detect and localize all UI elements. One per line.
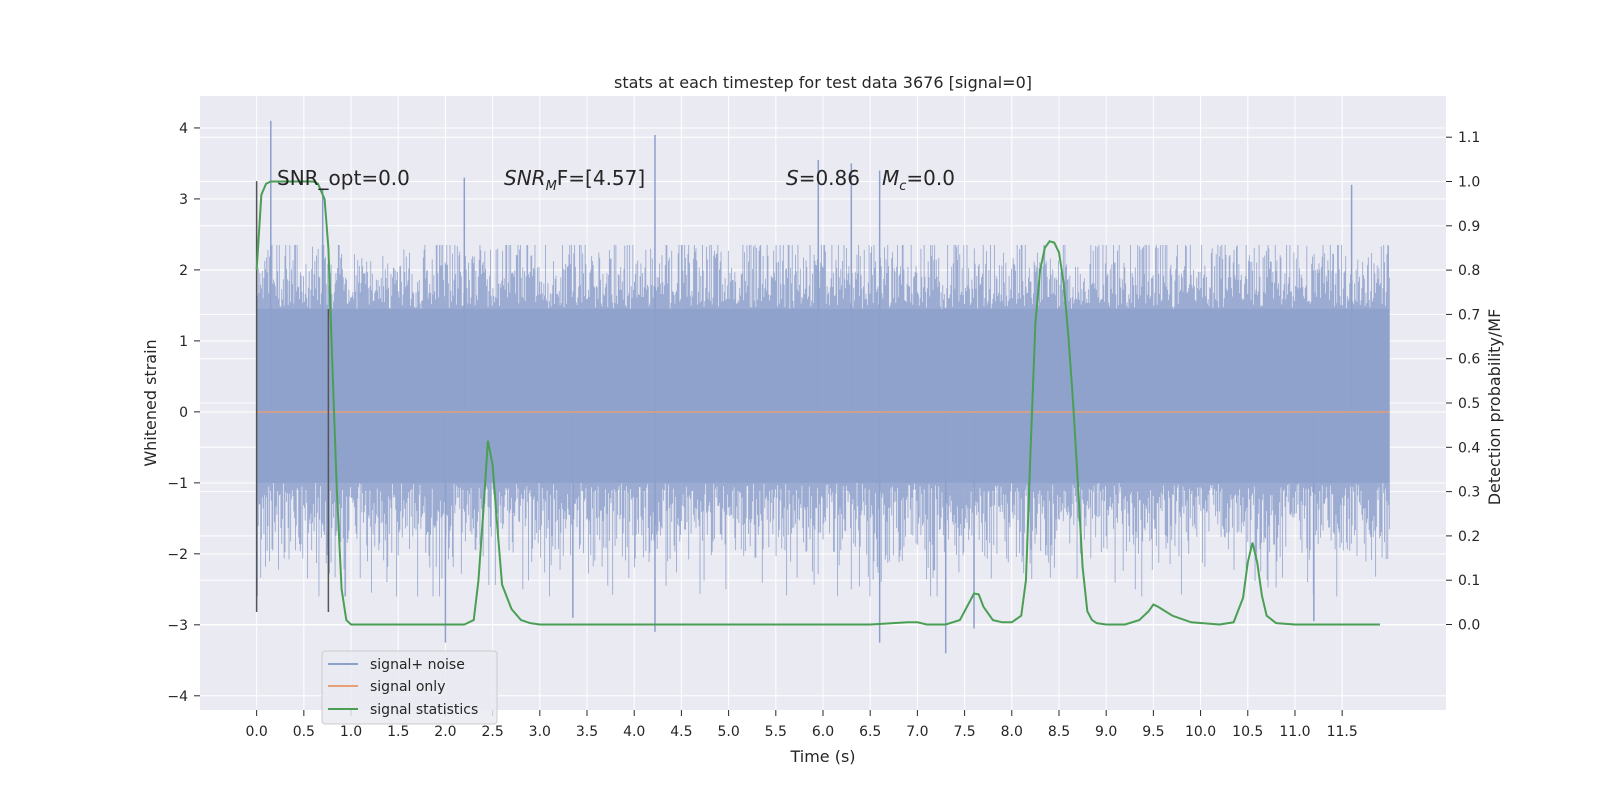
y-tick-label: 4 — [179, 121, 188, 137]
snr-mf-main: SNR — [504, 166, 546, 190]
x-tick-label: 5.5 — [765, 724, 787, 740]
x-tick-label: 11.0 — [1279, 724, 1310, 740]
x-tick-label: 3.5 — [576, 724, 598, 740]
y-axis-label: Whitened strain — [141, 339, 160, 466]
y2-tick-label: 1.0 — [1458, 174, 1480, 190]
y-tick-label: 1 — [179, 334, 188, 350]
y-tick-label: 0 — [179, 405, 188, 421]
x-tick-label: 2.0 — [434, 724, 456, 740]
annotation-s-value: S=0.86 — [786, 166, 860, 190]
snr-mf-rest: F=[4.57] — [557, 166, 645, 190]
x-tick-label: 4.5 — [670, 724, 692, 740]
y2-tick-label: 0.7 — [1458, 307, 1480, 323]
noise-core — [256, 308, 1390, 483]
y2-tick-label: 0.5 — [1458, 396, 1480, 412]
y2-axis-label: Detection probability/MF — [1485, 309, 1504, 506]
x-tick-label: 9.0 — [1095, 724, 1117, 740]
annotation-mc: Mc=0.0 — [882, 166, 955, 194]
y2-tick-label: 0.8 — [1458, 263, 1480, 279]
x-tick-label: 7.5 — [953, 724, 975, 740]
legend-label-noise: signal+ noise — [370, 657, 465, 673]
x-tick-label: 10.5 — [1232, 724, 1263, 740]
y-tick-label: −2 — [167, 547, 188, 563]
snr-mf-sub: M — [546, 179, 557, 194]
y-tick-label: −4 — [167, 689, 188, 705]
x-tick-label: 4.0 — [623, 724, 645, 740]
annotation-snr-mf: SNRMF=[4.57] — [504, 166, 645, 194]
y2-tick-label: 1.1 — [1458, 130, 1480, 146]
y-tick-label: 3 — [179, 192, 188, 208]
x-tick-label: 7.0 — [906, 724, 928, 740]
mc-main: M — [882, 166, 899, 190]
y2-tick-label: 0.9 — [1458, 219, 1480, 235]
x-tick-label: 8.0 — [1001, 724, 1023, 740]
x-tick-label: 10.0 — [1185, 724, 1216, 740]
x-tick-label: 1.0 — [340, 724, 362, 740]
mc-sub: c — [899, 179, 906, 194]
x-tick-label: 0.0 — [246, 724, 268, 740]
s-main: S — [786, 166, 799, 190]
x-axis-label: Time (s) — [789, 747, 855, 766]
x-tick-label: 1.5 — [387, 724, 409, 740]
y2-tick-label: 0.6 — [1458, 352, 1480, 368]
legend-label-statistics: signal statistics — [370, 702, 478, 718]
signal-noise-series — [256, 120, 1390, 654]
y-tick-label: −1 — [167, 476, 188, 492]
x-tick-label: 2.5 — [481, 724, 503, 740]
signal-statistics-series — [255, 180, 1380, 626]
legend-label-signal-only: signal only — [370, 679, 445, 695]
y-tick-label: −3 — [167, 618, 188, 634]
legend-box — [321, 650, 498, 725]
s-rest: =0.86 — [799, 166, 860, 190]
legend: signal+ noise signal only signal statist… — [321, 650, 498, 725]
y2-tick-label: 0.2 — [1458, 529, 1480, 545]
x-tick-label: 3.0 — [529, 724, 551, 740]
x-tick-label: 6.0 — [812, 724, 834, 740]
x-tick-label: 9.5 — [1142, 724, 1164, 740]
x-tick-label: 8.5 — [1048, 724, 1070, 740]
x-tick-label: 6.5 — [859, 724, 881, 740]
y2-tick-label: 0.3 — [1458, 485, 1480, 501]
x-tick-label: 11.5 — [1327, 724, 1358, 740]
mc-rest: =0.0 — [906, 166, 955, 190]
axis-ticks: 0.0 0.5 1.0 1.5 2.0 2.5 3.0 3.5 4.0 4.5 5.0 5.5 6.0 6… — [167, 121, 1480, 740]
vertical-markers — [255, 181, 330, 613]
x-tick-label: 0.5 — [293, 724, 315, 740]
y2-tick-label: 0.4 — [1458, 440, 1480, 456]
y2-tick-label: 0.1 — [1458, 573, 1480, 589]
chart-title: stats at each timestep for test data 367… — [614, 73, 1032, 92]
x-tick-label: 5.0 — [717, 724, 739, 740]
annotation-snr-opt: SNR_opt=0.0 — [277, 166, 410, 190]
statistics-line — [255, 180, 1380, 626]
y2-tick-label: 0.0 — [1458, 618, 1480, 634]
y-tick-label: 2 — [179, 263, 188, 279]
